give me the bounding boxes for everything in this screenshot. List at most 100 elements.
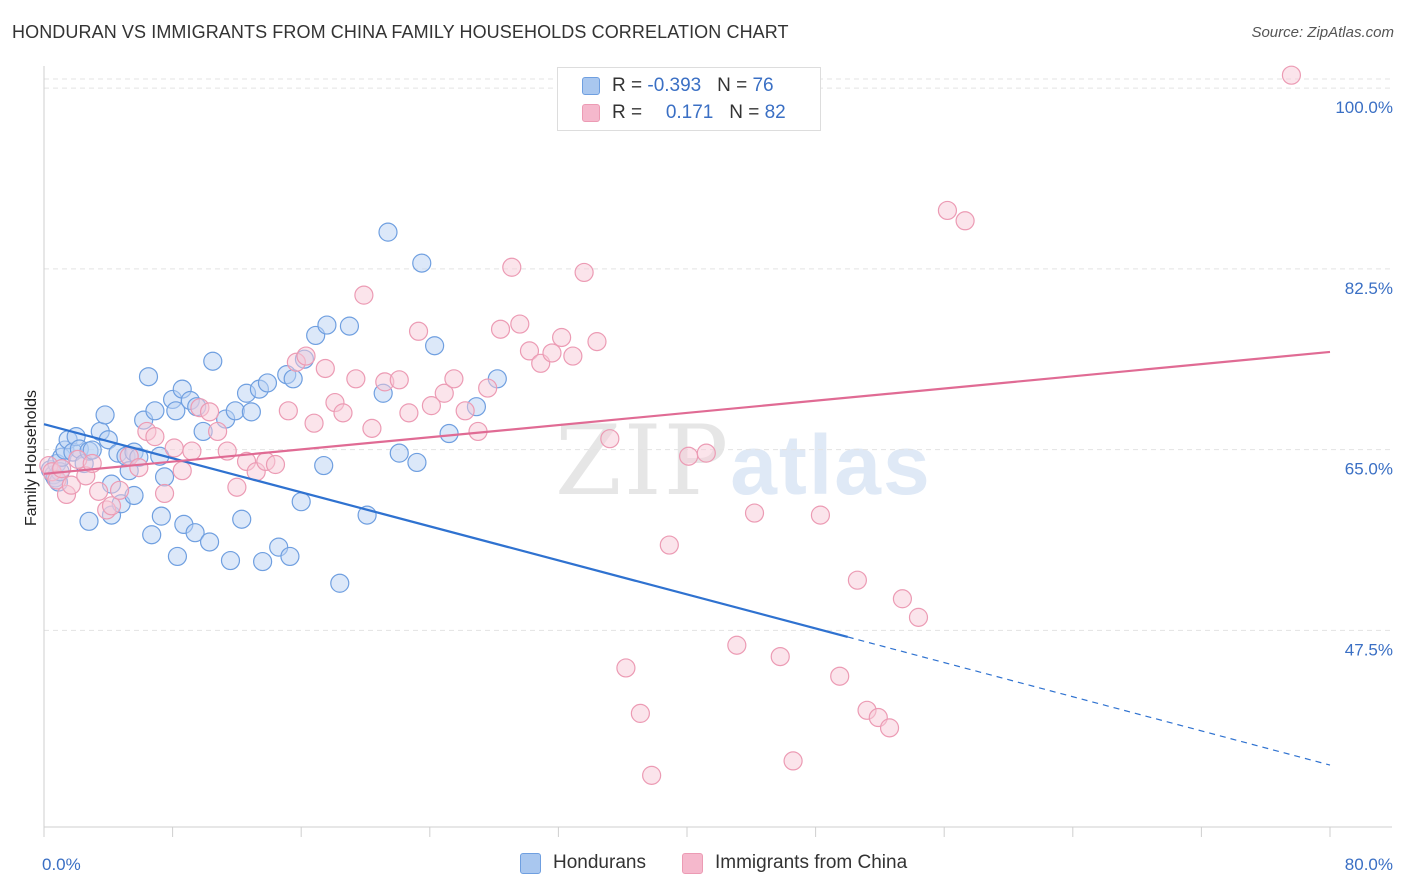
data-point [879, 718, 900, 738]
data-point [587, 332, 607, 352]
data-point [908, 607, 929, 627]
data-point [542, 343, 562, 363]
series-legend-swatch-immigrants-from-china [682, 852, 703, 874]
data-point [600, 429, 620, 449]
data-point [291, 492, 311, 512]
series-legend-hondurans: Hondurans [520, 852, 646, 874]
data-point [630, 703, 650, 723]
data-point [203, 351, 223, 371]
legend-n-label: N = [717, 75, 753, 96]
data-point [847, 570, 867, 590]
data-point [61, 475, 81, 495]
data-point [129, 458, 149, 478]
source-credit: Source: ZipAtlas.com [1251, 24, 1394, 41]
data-point [389, 370, 409, 390]
data-point [455, 401, 475, 421]
data-point [304, 413, 324, 433]
data-point [151, 506, 171, 526]
data-point [185, 523, 205, 543]
legend-row-immigrants-from-china: R = 0.171 N = 82 [582, 100, 786, 126]
axis-labels: 47.5% 65.0% 82.5% 100.0% 0.0% 80.0% Family Hou… [23, 98, 1393, 874]
data-point [95, 405, 115, 425]
data-point [434, 383, 454, 403]
data-point [659, 535, 679, 555]
data-point [783, 751, 803, 771]
data-point [407, 452, 427, 473]
data-point [552, 327, 572, 348]
data-point [642, 765, 662, 785]
data-point [199, 532, 220, 552]
data-point [315, 358, 335, 379]
x-tick-label: 80.0% [1345, 855, 1393, 874]
axes [43, 66, 1392, 837]
data-point [79, 511, 99, 531]
data-point [220, 550, 241, 571]
data-point [770, 646, 790, 667]
data-point [616, 658, 636, 678]
data-point [510, 314, 530, 334]
data-point [744, 503, 765, 523]
data-point [317, 315, 337, 335]
data-point [519, 341, 540, 361]
chart-title: HONDURAN VS IMMIGRANTS FROM CHINA FAMILY… [12, 22, 789, 42]
data-point [109, 480, 130, 500]
data-point [154, 467, 175, 487]
data-point [199, 402, 220, 422]
data-point [478, 378, 498, 398]
data-point [892, 589, 913, 609]
series-immigrants-from-china [39, 65, 1302, 785]
series-legend: Hondurans Immigrants from China [0, 852, 1406, 878]
legend-row-hondurans: R = -0.393 N = 76 [582, 73, 774, 99]
data-point [314, 455, 334, 476]
data-point [241, 402, 261, 422]
data-point [167, 546, 188, 567]
data-point [696, 443, 716, 463]
data-point [425, 336, 445, 356]
data-point [278, 401, 298, 421]
data-point [354, 285, 374, 305]
data-point [253, 551, 273, 572]
data-point [166, 401, 186, 421]
data-point [145, 427, 165, 447]
data-point [502, 257, 522, 277]
data-point [232, 509, 252, 529]
legend-n-label: N = [729, 102, 765, 123]
data-point [378, 222, 398, 242]
data-point [727, 635, 747, 655]
series-legend-immigrants-from-china: Immigrants from China [682, 852, 907, 874]
watermark-atlas: atlas [730, 418, 932, 512]
y-tick-label: 82.5% [1345, 279, 1393, 298]
data-point [142, 525, 162, 545]
data-point [52, 459, 72, 479]
data-point [421, 396, 442, 416]
data-point [227, 477, 247, 497]
legend-r-value: 0.171 [665, 102, 714, 123]
data-point [346, 369, 366, 389]
data-point [333, 403, 353, 423]
legend-n-value: 82 [764, 102, 786, 123]
legend-r-label: R = [612, 75, 648, 96]
data-point [280, 546, 300, 567]
legend-r-value: -0.393 [647, 75, 702, 96]
legend-n-value: 76 [752, 75, 774, 96]
data-point [563, 346, 583, 366]
data-point [172, 461, 192, 481]
data-point [154, 483, 175, 504]
trend-line-hondurans-extension [847, 636, 1331, 766]
data-point [1281, 65, 1302, 85]
data-point [89, 481, 109, 501]
data-point [937, 200, 958, 221]
data-point [574, 262, 594, 283]
trend-lines [43, 350, 1331, 766]
correlation-legend: R = -0.393 N = 76 R = 0.171 N = 82 [557, 67, 821, 131]
y-tick-label: 65.0% [1345, 460, 1393, 479]
data-point [265, 454, 286, 475]
data-point [810, 505, 831, 525]
data-point [330, 573, 350, 593]
legend-swatch-immigrants-from-china [582, 104, 600, 122]
series-legend-label: Hondurans [553, 852, 646, 873]
legend-r-label: R = [612, 102, 648, 123]
series-legend-label: Immigrants from China [715, 852, 908, 873]
gridlines [44, 78, 1392, 631]
